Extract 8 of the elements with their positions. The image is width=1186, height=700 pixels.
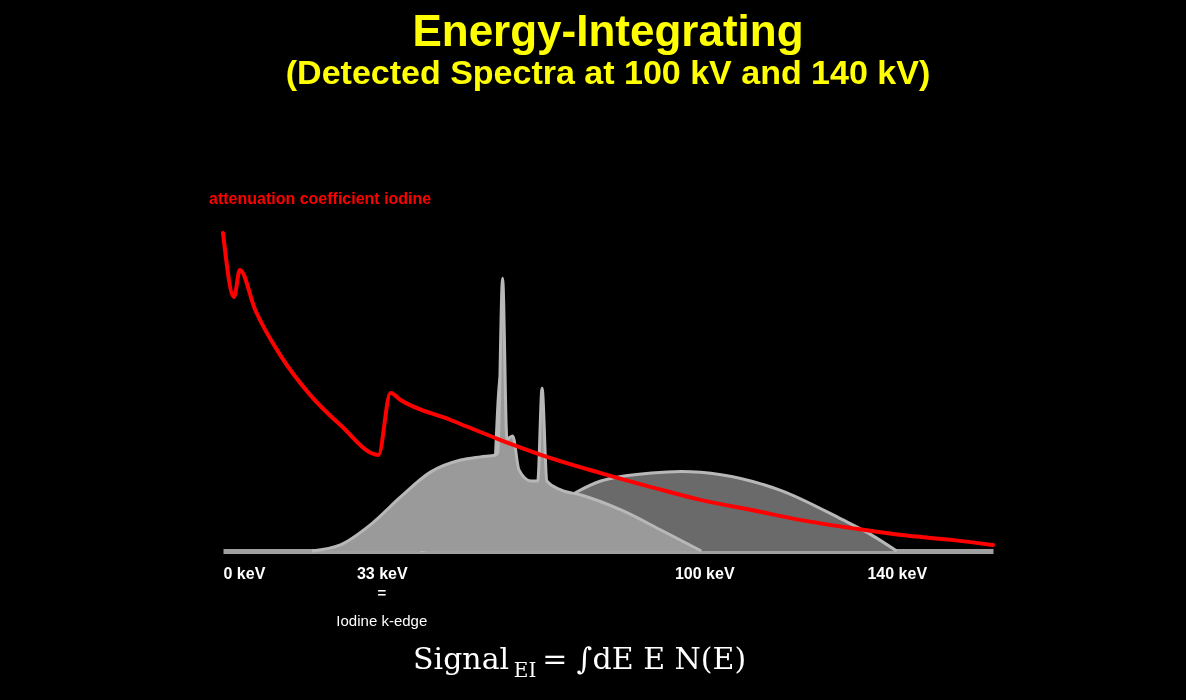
series-label: attenuation coefficient iodine bbox=[209, 190, 432, 207]
x-tick-label: 33 keV bbox=[356, 564, 408, 582]
text: Iodine k-edge bbox=[336, 612, 428, 629]
text: = bbox=[377, 584, 387, 601]
x-tick-label: 140 keV bbox=[867, 564, 928, 582]
chart-title: Energy-Integrating bbox=[412, 6, 804, 55]
x-tick-label: 100 keV bbox=[674, 564, 735, 582]
x-tick-label: 0 keV bbox=[223, 564, 266, 582]
